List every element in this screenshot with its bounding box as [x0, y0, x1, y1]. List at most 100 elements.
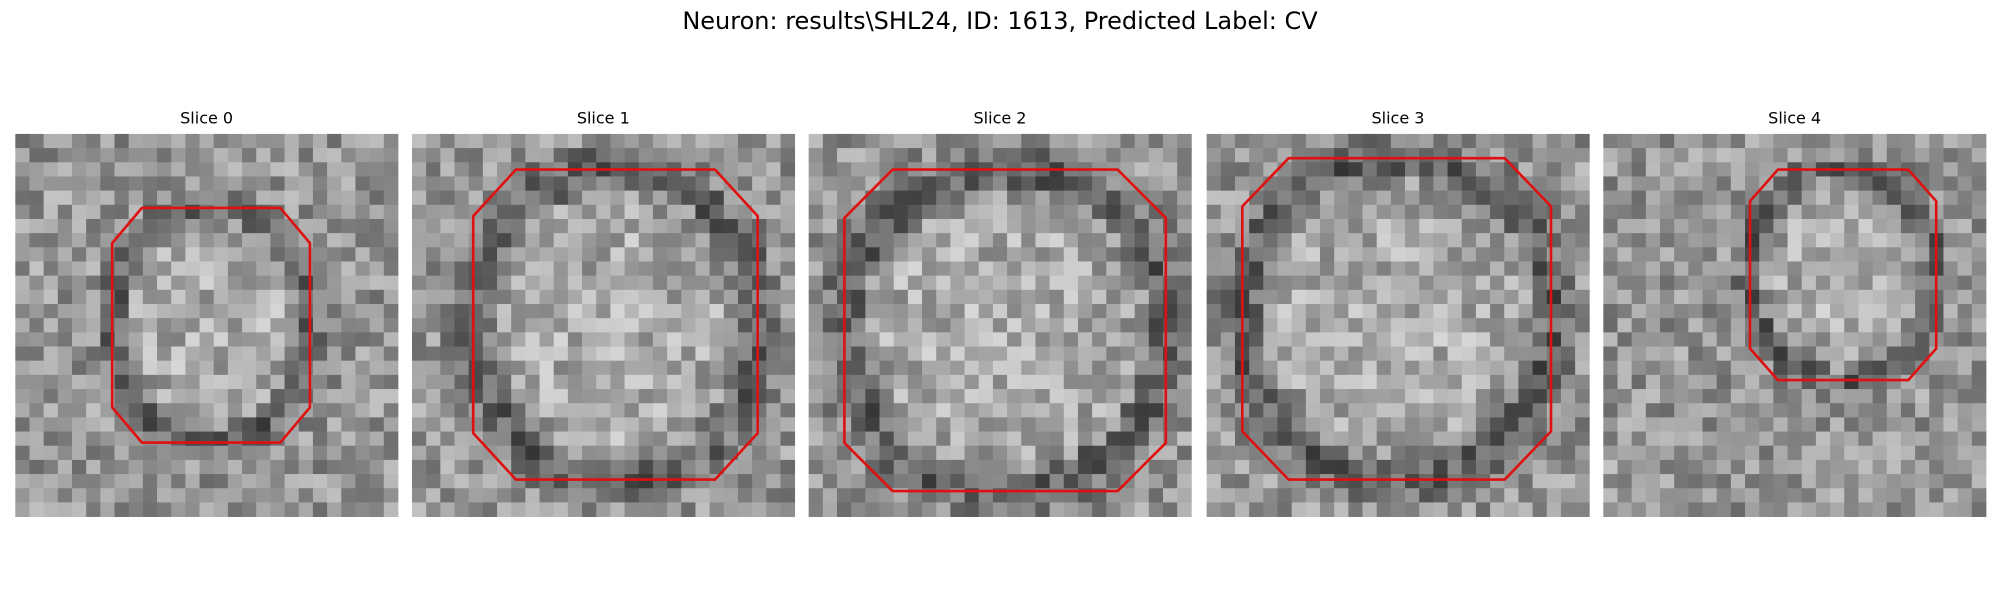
pixel	[1631, 502, 1647, 517]
pixel	[1405, 403, 1420, 418]
pixel	[1546, 148, 1562, 163]
pixel	[752, 190, 767, 206]
pixel	[242, 176, 257, 192]
pixel	[695, 190, 711, 206]
pixel	[709, 488, 725, 503]
pixel	[1021, 133, 1036, 149]
pixel	[1376, 417, 1392, 432]
pixel	[1220, 502, 1236, 517]
pixel	[1645, 247, 1661, 262]
pixel	[1801, 445, 1817, 461]
pixel	[312, 261, 328, 277]
pixel	[369, 204, 385, 220]
pixel	[567, 459, 583, 475]
pixel	[213, 233, 229, 248]
pixel	[1872, 289, 1888, 305]
pixel	[57, 133, 73, 149]
pixel	[1546, 360, 1562, 376]
pixel	[1106, 332, 1121, 347]
pixel	[1092, 374, 1107, 390]
pixel	[1631, 474, 1647, 489]
pixel	[936, 346, 951, 362]
pixel	[1334, 218, 1349, 234]
pixel	[1334, 275, 1349, 291]
pixel	[454, 218, 470, 234]
pixel	[114, 502, 130, 517]
pixel	[1120, 190, 1136, 206]
pixel	[1546, 218, 1562, 234]
pixel	[426, 176, 441, 192]
pixel	[1532, 403, 1548, 418]
pixel	[879, 474, 895, 489]
pixel	[199, 303, 215, 319]
pixel	[199, 346, 215, 362]
pixel	[1162, 445, 1178, 461]
pixel	[355, 261, 371, 277]
pixel	[922, 389, 937, 404]
pixel	[15, 247, 30, 262]
pixel	[1943, 374, 1959, 390]
pixel	[1716, 417, 1732, 432]
pixel	[1134, 389, 1150, 404]
pixel	[86, 133, 101, 149]
pixel	[567, 318, 583, 333]
pixel	[567, 275, 583, 291]
pixel	[57, 190, 73, 206]
pixel	[1206, 233, 1222, 248]
pixel	[242, 459, 257, 475]
pixel	[1546, 233, 1562, 248]
pixel	[171, 474, 186, 489]
pixel	[171, 332, 186, 347]
pixel	[1702, 374, 1718, 390]
pixel	[86, 332, 101, 347]
pixel	[1092, 190, 1107, 206]
pixel	[624, 374, 640, 390]
pixel	[1461, 204, 1477, 220]
pixel	[907, 233, 923, 248]
pixel	[879, 133, 895, 149]
pixel	[1645, 474, 1661, 489]
pixel	[1320, 261, 1335, 277]
pixel	[185, 459, 200, 475]
pixel	[1405, 261, 1420, 277]
pixel	[780, 431, 796, 447]
pixel	[610, 374, 625, 390]
pixel	[1759, 303, 1774, 319]
pixel	[1971, 332, 1987, 347]
pixel	[1106, 148, 1121, 163]
pixel	[15, 318, 30, 333]
pixel	[780, 403, 796, 418]
pixel	[1617, 389, 1633, 404]
pixel	[1348, 176, 1363, 192]
pixel	[157, 346, 172, 362]
pixel	[1645, 176, 1661, 192]
pixel	[1206, 403, 1222, 418]
pixel	[851, 389, 866, 404]
pixel	[128, 133, 144, 149]
pixel	[1815, 303, 1831, 319]
pixel	[1007, 332, 1022, 347]
pixel	[1560, 346, 1576, 362]
pixel	[822, 417, 838, 432]
pixel	[709, 148, 725, 163]
pixel	[964, 261, 980, 277]
pixel	[1716, 459, 1732, 475]
pixel	[978, 204, 994, 220]
pixel	[1376, 261, 1392, 277]
pixel	[1021, 360, 1036, 376]
pixel	[1971, 289, 1987, 305]
pixel	[907, 431, 923, 447]
pixel	[1390, 190, 1406, 206]
pixel	[1291, 275, 1307, 291]
pixel	[1376, 488, 1392, 503]
pixel	[1504, 275, 1519, 291]
pixel	[270, 445, 285, 461]
pixel	[482, 303, 498, 319]
pixel	[1077, 233, 1093, 248]
pixel	[1134, 431, 1150, 447]
pixel	[1815, 261, 1831, 277]
pixel	[879, 318, 895, 333]
pixel	[1560, 389, 1576, 404]
pixel	[71, 261, 87, 277]
pixel	[1162, 162, 1178, 177]
